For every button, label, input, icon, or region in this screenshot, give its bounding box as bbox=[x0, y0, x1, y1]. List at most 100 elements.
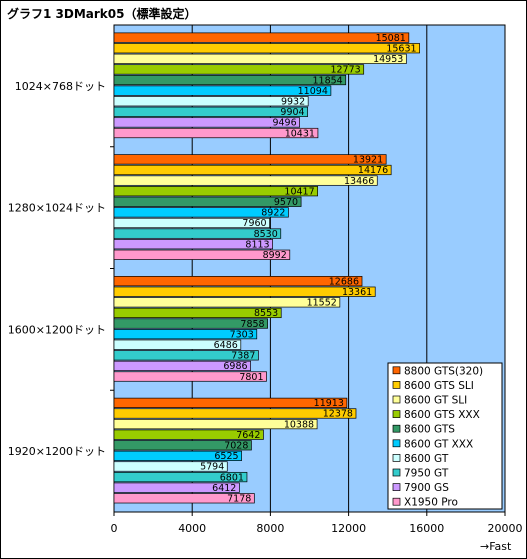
data-label: 13361 bbox=[342, 287, 372, 298]
bar bbox=[113, 350, 259, 361]
data-label: 10431 bbox=[285, 128, 315, 139]
legend-label: 8600 GTS bbox=[404, 424, 455, 436]
data-label: 11552 bbox=[307, 298, 337, 309]
x-tick-label: 16000 bbox=[409, 522, 444, 535]
bar bbox=[113, 471, 248, 483]
legend-label: 8600 GT XXX bbox=[404, 438, 473, 450]
x-tick-label: 0 bbox=[111, 522, 118, 535]
data-label: 5794 bbox=[200, 462, 224, 473]
legend-swatch bbox=[392, 410, 401, 418]
data-label: 8922 bbox=[261, 208, 285, 219]
data-label: 6486 bbox=[214, 340, 238, 351]
bar bbox=[113, 127, 319, 139]
data-label: 12686 bbox=[329, 276, 359, 287]
data-label: 9904 bbox=[280, 107, 304, 118]
bar bbox=[113, 154, 387, 165]
legend-swatch bbox=[392, 366, 401, 375]
data-label: 8530 bbox=[254, 229, 278, 240]
category-label: 1024×768ドット bbox=[15, 80, 106, 93]
bar bbox=[113, 64, 365, 75]
bar bbox=[113, 217, 270, 229]
data-label: 10417 bbox=[284, 186, 314, 197]
bar bbox=[113, 307, 282, 319]
legend-swatch bbox=[392, 483, 401, 491]
data-label: 8113 bbox=[245, 239, 269, 250]
legend-label: 8600 GTS SLI bbox=[404, 380, 474, 392]
legend-swatch bbox=[392, 395, 401, 404]
data-label: 11854 bbox=[313, 75, 343, 86]
data-label: 11913 bbox=[314, 398, 344, 409]
legend-box bbox=[387, 362, 503, 510]
legend-label: 8800 GTS(320) bbox=[404, 365, 483, 377]
data-label: 7801 bbox=[239, 372, 263, 383]
bars bbox=[113, 32, 420, 504]
bar bbox=[113, 228, 282, 239]
x-tick-label: 8000 bbox=[256, 522, 284, 535]
bar bbox=[113, 493, 255, 504]
bar bbox=[113, 450, 242, 461]
bar bbox=[113, 461, 228, 472]
data-label: 6412 bbox=[212, 483, 236, 494]
data-label: 12378 bbox=[323, 409, 353, 420]
legend-swatch bbox=[392, 424, 401, 433]
category-labels: 1024×768ドット 1280×1024ドット 1600×1200ドット 1920×… bbox=[8, 80, 106, 458]
data-label: 6986 bbox=[223, 361, 247, 372]
data-label: 7028 bbox=[224, 441, 248, 452]
data-label: 7387 bbox=[231, 351, 255, 362]
bar bbox=[113, 106, 308, 117]
bar bbox=[113, 318, 268, 329]
legend-label: 8600 GT SLI bbox=[404, 395, 467, 407]
data-label: 14953 bbox=[373, 54, 403, 65]
legend-swatch bbox=[392, 468, 401, 477]
legend-label: 8600 GT bbox=[404, 453, 449, 465]
bar bbox=[113, 339, 242, 350]
x-tick-label: 20000 bbox=[488, 522, 523, 535]
bar bbox=[113, 360, 251, 372]
data-label: 7858 bbox=[240, 319, 264, 330]
data-label: 9496 bbox=[272, 118, 296, 129]
bar bbox=[113, 175, 378, 186]
data-label: 6801 bbox=[220, 472, 244, 483]
bar bbox=[113, 329, 258, 340]
bar bbox=[113, 249, 291, 260]
data-label: 7960 bbox=[242, 218, 266, 229]
legend-swatch bbox=[392, 497, 401, 506]
bar bbox=[113, 429, 264, 440]
data-label: 15631 bbox=[386, 43, 416, 54]
x-axis: 0 4000 8000 12000 16000 20000 bbox=[110, 146, 523, 535]
bar bbox=[113, 482, 240, 493]
legend-label: 7900 GS bbox=[404, 482, 449, 494]
bar bbox=[113, 186, 319, 197]
bar bbox=[113, 371, 267, 382]
chart-title: グラフ1 3DMark05（標準設定） bbox=[7, 7, 197, 21]
x-axis-label: →Fast bbox=[480, 540, 512, 553]
bar bbox=[113, 397, 348, 408]
legend-swatch bbox=[392, 381, 401, 389]
data-label: 7178 bbox=[227, 494, 251, 505]
bar bbox=[113, 286, 376, 297]
legend-label: 7950 GT bbox=[404, 468, 449, 480]
data-label: 6525 bbox=[214, 451, 238, 462]
bar bbox=[113, 418, 318, 430]
data-label: 9932 bbox=[281, 96, 305, 107]
data-label: 13921 bbox=[353, 155, 383, 166]
data-label: 15081 bbox=[376, 33, 406, 44]
data-label: 7642 bbox=[236, 430, 260, 441]
bar bbox=[113, 207, 289, 218]
category-label: 1600×1200ドット bbox=[8, 323, 106, 336]
data-label: 10388 bbox=[284, 419, 314, 430]
legend-swatch bbox=[392, 454, 401, 462]
bar bbox=[113, 440, 252, 451]
data-label: 13466 bbox=[344, 176, 374, 187]
bar bbox=[113, 239, 273, 250]
legend-swatch bbox=[392, 439, 401, 448]
bar bbox=[113, 32, 410, 43]
data-label: 12773 bbox=[330, 65, 360, 76]
bar bbox=[113, 96, 309, 107]
legend: 8800 GTS(320) 8600 GTS SLI 8600 GT SLI 8600… bbox=[387, 362, 503, 510]
bar bbox=[113, 85, 332, 96]
data-label: 11094 bbox=[298, 86, 328, 97]
bar bbox=[113, 164, 392, 176]
